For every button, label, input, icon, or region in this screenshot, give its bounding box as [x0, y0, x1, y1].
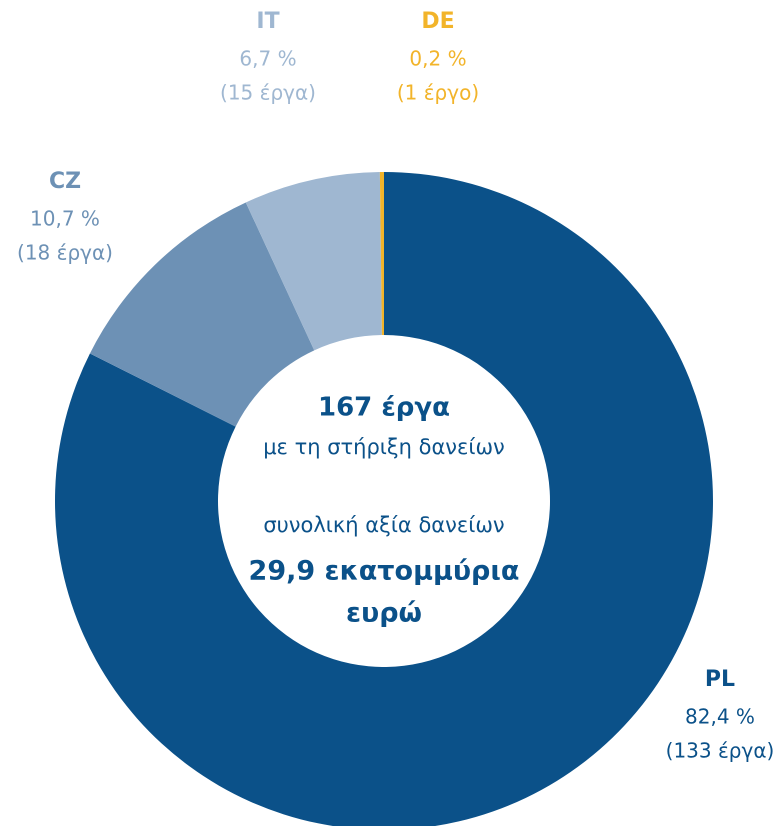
donut-segment — [245, 172, 382, 351]
value-label: 10,7 % — [30, 207, 100, 231]
donut-segment — [379, 172, 384, 336]
count-label: (133 έργα) — [666, 739, 775, 763]
center-text: συνολική αξία δανείων — [263, 513, 504, 537]
category-label: DE — [421, 9, 454, 34]
count-label: (18 έργα) — [17, 241, 113, 265]
value-label: 82,4 % — [685, 705, 755, 729]
center-text: 29,9 εκατομμύρια — [249, 556, 520, 587]
count-label: (1 έργο) — [397, 81, 479, 105]
donut-segment — [89, 202, 315, 427]
category-label: PL — [705, 667, 735, 692]
count-label: (15 έργα) — [220, 81, 316, 105]
value-label: 0,2 % — [409, 47, 466, 71]
value-label: 6,7 % — [239, 47, 296, 71]
category-label: CZ — [49, 169, 81, 194]
donut-segment — [55, 172, 713, 826]
center-text: 167 έργα — [318, 393, 450, 423]
center-text: με τη στήριξη δανείων — [263, 435, 505, 459]
category-label: IT — [256, 9, 279, 34]
center-text: ευρώ — [346, 598, 422, 629]
